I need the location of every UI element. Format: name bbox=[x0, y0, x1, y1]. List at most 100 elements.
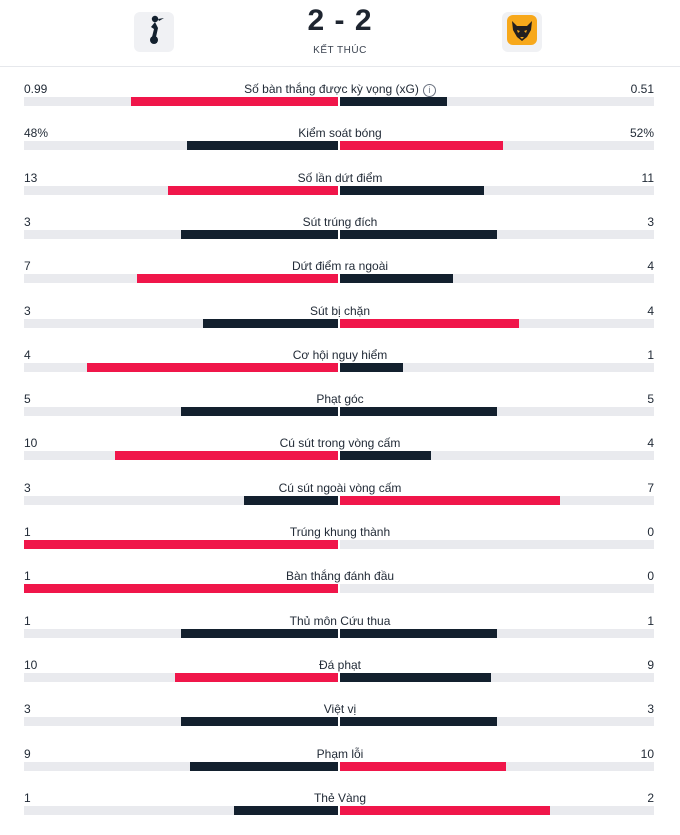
away-stat-bar-track bbox=[340, 185, 654, 195]
home-stat-bar bbox=[24, 540, 338, 549]
stat-row: 0.99 Số bàn thắng được kỳ vọng (xG) i 0.51 bbox=[0, 82, 680, 126]
away-stat-value: 7 bbox=[647, 480, 654, 495]
home-stat-bar bbox=[181, 407, 338, 417]
away-stat-bar-track bbox=[340, 584, 654, 594]
away-stat-value: 9 bbox=[647, 657, 654, 672]
home-stat-value: 1 bbox=[24, 569, 31, 584]
home-stat-bar bbox=[202, 318, 338, 328]
home-stat-value: 1 bbox=[24, 790, 31, 805]
away-stat-bar bbox=[340, 407, 497, 417]
away-stat-bar-track bbox=[340, 229, 654, 239]
stat-row: 3 Việt vị 3 bbox=[0, 702, 680, 746]
away-stat-value: 3 bbox=[647, 214, 654, 229]
away-stat-value: 2 bbox=[647, 790, 654, 805]
stat-label-text: Sút trúng đích bbox=[302, 214, 378, 229]
stat-label: Bàn thắng đánh đầu bbox=[0, 569, 680, 583]
away-stat-bar bbox=[340, 274, 454, 284]
home-stat-value: 4 bbox=[24, 347, 31, 362]
away-stat-bar bbox=[340, 451, 432, 461]
home-stat-value: 5 bbox=[24, 392, 31, 407]
home-stat-bar bbox=[181, 628, 338, 638]
home-stat-value: 3 bbox=[24, 214, 31, 229]
home-stat-bar-track bbox=[24, 805, 338, 815]
home-stat-bar-track bbox=[24, 584, 338, 594]
home-stat-bar-track bbox=[24, 141, 338, 151]
away-stat-value: 1 bbox=[647, 613, 654, 628]
stat-label: Dứt điểm ra ngoài bbox=[0, 259, 680, 273]
home-stat-value: 13 bbox=[24, 170, 38, 185]
stat-row: 1 Thủ môn Cứu thua 1 bbox=[0, 614, 680, 658]
home-stat-bar-track bbox=[24, 628, 338, 638]
away-stat-bar bbox=[340, 141, 504, 151]
stat-row: 10 Đá phạt 9 bbox=[0, 658, 680, 702]
home-stat-value: 10 bbox=[24, 657, 38, 672]
home-stat-bar-track bbox=[24, 761, 338, 771]
home-stat-bar-track bbox=[24, 318, 338, 328]
stat-row: 3 Sút trúng đích 3 bbox=[0, 215, 680, 259]
stat-label: Cú sút ngoài vòng cấm bbox=[0, 481, 680, 495]
stat-row: 5 Phạt góc 5 bbox=[0, 392, 680, 436]
stat-label-text: Bàn thắng đánh đầu bbox=[285, 569, 395, 584]
home-team-crest[interactable] bbox=[134, 12, 174, 52]
stat-label: Việt vị bbox=[0, 702, 680, 716]
away-stat-bar-track bbox=[340, 717, 654, 727]
home-stat-bar-track bbox=[24, 451, 338, 461]
away-stat-value: 4 bbox=[647, 436, 654, 451]
stat-label: Phạm lỗi bbox=[0, 747, 680, 761]
stat-label-text: Thẻ Vàng bbox=[313, 790, 367, 805]
home-stat-bar-track bbox=[24, 540, 338, 549]
home-stat-bar-track bbox=[24, 407, 338, 417]
stat-label-text: Số bàn thắng được kỳ vọng (xG) bbox=[244, 82, 419, 96]
away-stat-value: 1 bbox=[647, 347, 654, 362]
stat-label-text: Việt vị bbox=[323, 702, 357, 717]
home-stat-bar bbox=[130, 97, 338, 106]
away-stat-bar bbox=[340, 318, 519, 328]
home-stat-value: 0.99 bbox=[24, 82, 48, 96]
home-stat-bar bbox=[181, 229, 338, 239]
wolves-crest-icon bbox=[505, 13, 539, 52]
stat-label: Số bàn thắng được kỳ vọng (xG) i bbox=[0, 82, 680, 97]
stat-label-text: Cú sút ngoài vòng cấm bbox=[278, 480, 402, 495]
home-stat-value: 48% bbox=[24, 126, 49, 141]
home-stat-bar-track bbox=[24, 717, 338, 727]
home-stat-value: 9 bbox=[24, 746, 31, 761]
away-team-crest[interactable] bbox=[502, 12, 542, 52]
home-stat-bar bbox=[174, 672, 338, 682]
away-stat-value: 4 bbox=[647, 303, 654, 318]
away-stat-bar bbox=[340, 495, 560, 505]
away-stat-bar bbox=[340, 185, 485, 195]
stat-row: 9 Phạm lỗi 10 bbox=[0, 747, 680, 791]
home-stat-bar bbox=[168, 185, 338, 195]
stat-label-text: Cơ hội nguy hiểm bbox=[292, 347, 388, 362]
away-stat-value: 3 bbox=[647, 702, 654, 717]
stat-label: Trúng khung thành bbox=[0, 525, 680, 539]
home-stat-bar-track bbox=[24, 274, 338, 284]
stat-row: 10 Cú sút trong vòng cấm 4 bbox=[0, 436, 680, 480]
away-stat-bar bbox=[340, 229, 497, 239]
stat-label: Số lần dứt điểm bbox=[0, 171, 680, 185]
stat-label: Sút trúng đích bbox=[0, 215, 680, 229]
stat-label-text: Số lần dứt điểm bbox=[297, 170, 383, 185]
home-stat-bar bbox=[24, 584, 338, 594]
away-stat-bar-track bbox=[340, 97, 654, 106]
stat-label-text: Trúng khung thành bbox=[289, 525, 391, 539]
stat-row: 1 Bàn thắng đánh đầu 0 bbox=[0, 569, 680, 613]
home-stat-bar bbox=[181, 717, 338, 727]
home-stat-value: 1 bbox=[24, 525, 31, 539]
away-stat-bar-track bbox=[340, 451, 654, 461]
home-stat-bar bbox=[137, 274, 338, 284]
away-stat-bar-track bbox=[340, 495, 654, 505]
stat-label-text: Phạm lỗi bbox=[316, 746, 364, 761]
away-stat-value: 11 bbox=[641, 170, 654, 185]
away-stat-bar bbox=[340, 628, 497, 638]
stat-label: Thủ môn Cứu thua bbox=[0, 614, 680, 628]
stat-row: 3 Cú sút ngoài vòng cấm 7 bbox=[0, 481, 680, 525]
stat-row: 48% Kiểm soát bóng 52% bbox=[0, 126, 680, 170]
stat-label-text: Đá phạt bbox=[318, 657, 362, 672]
stat-label: Thẻ Vàng bbox=[0, 791, 680, 805]
stat-label: Kiểm soát bóng bbox=[0, 126, 680, 140]
tottenham-crest-icon bbox=[143, 13, 165, 52]
home-stat-value: 3 bbox=[24, 303, 31, 318]
info-icon[interactable]: i bbox=[422, 84, 436, 97]
away-stat-value: 0.51 bbox=[630, 82, 654, 96]
